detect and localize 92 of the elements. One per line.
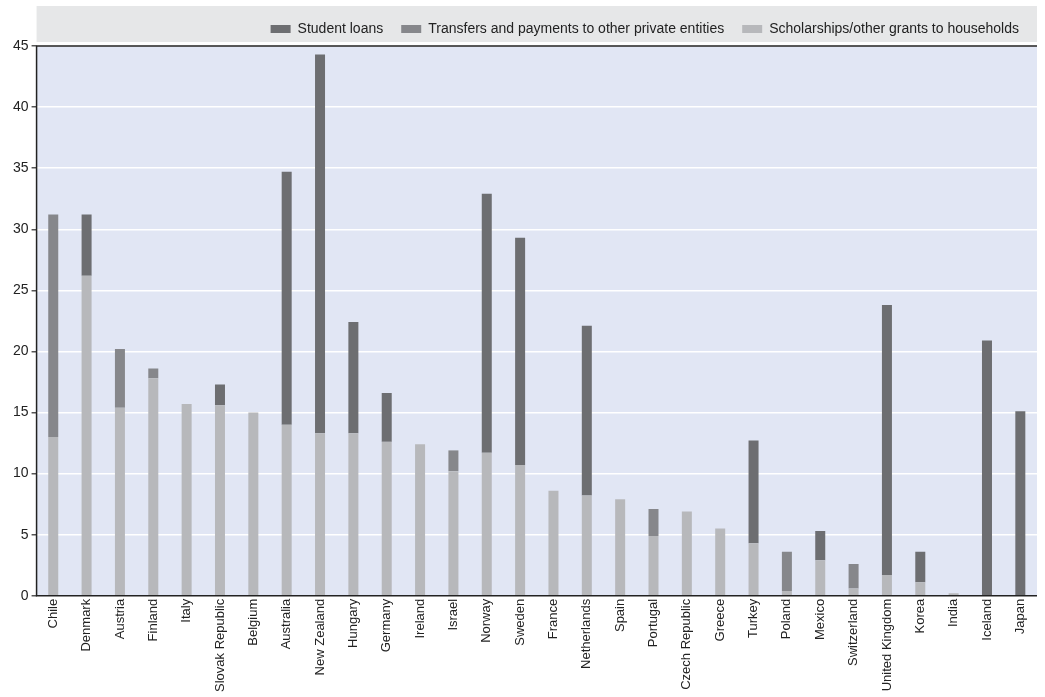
bar xyxy=(381,392,392,442)
x-tick-label: Iceland xyxy=(978,598,994,641)
bar xyxy=(481,452,492,596)
y-tick-label: 10 xyxy=(12,464,29,481)
x-tick-label: Turkey xyxy=(745,598,761,639)
bar xyxy=(581,495,592,596)
bar xyxy=(748,440,759,544)
bar xyxy=(581,325,592,496)
x-tick-label: New Zealand xyxy=(311,598,327,676)
legend-label: Student loans xyxy=(297,19,384,36)
bar xyxy=(214,384,225,406)
y-tick-label: 35 xyxy=(12,159,29,176)
bar xyxy=(981,340,992,596)
bar xyxy=(748,543,759,596)
bar xyxy=(1015,411,1026,596)
bar xyxy=(515,465,526,596)
x-tick-label: Hungary xyxy=(344,598,360,648)
bar xyxy=(481,193,492,453)
bar xyxy=(881,575,892,596)
bar xyxy=(848,564,859,589)
bar xyxy=(915,582,926,596)
x-tick-label: Switzerland xyxy=(845,598,861,666)
bar xyxy=(448,471,459,596)
bar xyxy=(248,412,259,596)
bar xyxy=(915,551,926,583)
bar xyxy=(81,214,92,276)
bar xyxy=(81,275,92,596)
legend-label: Scholarships/other grants to households xyxy=(769,19,1020,36)
x-tick-label: United Kingdom xyxy=(878,598,894,692)
bar xyxy=(548,490,559,596)
legend-label: Transfers and payments to other private entities xyxy=(428,19,725,36)
x-tick-label: Chile xyxy=(44,598,60,629)
bar xyxy=(48,214,59,437)
x-tick-label: India xyxy=(945,598,961,627)
bar xyxy=(848,588,859,596)
bar xyxy=(181,403,192,596)
bar xyxy=(281,424,292,596)
x-tick-label: Korea xyxy=(911,598,927,634)
x-tick-label: Slovak Republic xyxy=(211,598,227,692)
x-tick-label: Italy xyxy=(178,598,194,623)
bar xyxy=(715,528,726,596)
x-tick-label: Germany xyxy=(378,598,394,653)
x-tick-label: France xyxy=(545,598,561,640)
x-tick-label: Belgium xyxy=(244,598,260,646)
x-tick-label: Sweden xyxy=(511,598,527,646)
y-tick-label: 5 xyxy=(20,525,29,542)
bar xyxy=(381,441,392,596)
bar xyxy=(114,407,125,596)
x-tick-label: Ireland xyxy=(411,598,427,639)
x-tick-label: Spain xyxy=(611,598,627,633)
x-tick-label: Netherlands xyxy=(578,598,594,669)
y-tick-label: 40 xyxy=(12,97,29,114)
x-tick-label: Poland xyxy=(778,598,794,640)
y-tick-label: 45 xyxy=(12,36,29,53)
x-tick-label: Czech Republic xyxy=(678,598,694,690)
y-tick-label: 0 xyxy=(20,586,29,603)
bar xyxy=(815,560,826,596)
y-tick-label: 20 xyxy=(12,342,29,359)
bar xyxy=(281,171,292,425)
bar xyxy=(781,590,792,596)
bar xyxy=(114,348,125,408)
bar xyxy=(448,450,459,472)
bar xyxy=(615,499,626,596)
x-tick-label: Austria xyxy=(111,598,127,640)
x-tick-label: Australia xyxy=(278,598,294,650)
bar xyxy=(214,405,225,596)
bar xyxy=(781,551,792,591)
y-tick-label: 25 xyxy=(12,281,29,298)
x-tick-label: Mexico xyxy=(811,598,827,640)
bar xyxy=(48,436,59,596)
bar xyxy=(681,511,692,596)
bar xyxy=(315,433,326,596)
bar xyxy=(815,531,826,561)
y-tick-label: 15 xyxy=(12,403,29,420)
bar xyxy=(148,368,159,379)
x-tick-label: Japan xyxy=(1011,598,1027,635)
bar xyxy=(148,378,159,596)
bar xyxy=(348,433,359,596)
bar xyxy=(348,322,359,434)
x-tick-label: Denmark xyxy=(78,598,94,652)
bar xyxy=(648,509,659,536)
x-tick-label: Finland xyxy=(144,598,160,642)
x-tick-label: Portugal xyxy=(645,598,661,648)
bar xyxy=(648,535,659,596)
x-tick-label: Greece xyxy=(711,598,727,642)
bar xyxy=(315,54,326,434)
y-tick-label: 30 xyxy=(12,220,29,237)
x-tick-label: Norway xyxy=(478,598,494,643)
bar xyxy=(515,237,526,466)
bar xyxy=(415,444,426,596)
bar xyxy=(881,305,892,576)
x-tick-label: Israel xyxy=(445,598,460,631)
